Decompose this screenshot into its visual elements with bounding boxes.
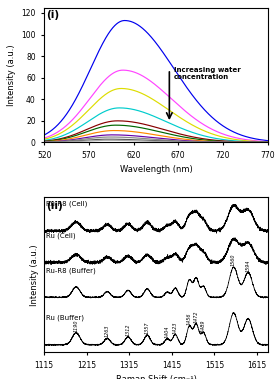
Text: Ru (Cell): Ru (Cell) xyxy=(46,232,76,239)
Text: (i): (i) xyxy=(46,10,60,20)
Text: 1263: 1263 xyxy=(105,325,110,337)
Text: Increasing water
concentration: Increasing water concentration xyxy=(174,67,241,80)
Text: Ru (Buffer): Ru (Buffer) xyxy=(46,315,84,321)
Text: 1404: 1404 xyxy=(165,326,170,338)
Text: 1489: 1489 xyxy=(201,319,206,332)
Text: 1357: 1357 xyxy=(145,322,150,334)
Y-axis label: Intensity (a.u.): Intensity (a.u.) xyxy=(7,44,16,106)
Text: 1472: 1472 xyxy=(194,311,199,323)
Text: (ii): (ii) xyxy=(46,200,63,211)
Text: Ru-R8 (Buffer): Ru-R8 (Buffer) xyxy=(46,267,96,274)
Text: 1594: 1594 xyxy=(246,259,251,272)
Text: Ru-R8 (Cell): Ru-R8 (Cell) xyxy=(46,200,88,207)
Text: 1456: 1456 xyxy=(187,313,192,326)
Text: 1560: 1560 xyxy=(231,254,236,266)
Y-axis label: Intensity (a.u.): Intensity (a.u.) xyxy=(30,244,39,306)
Text: 1190: 1190 xyxy=(74,319,79,332)
Text: 1312: 1312 xyxy=(126,323,131,336)
Text: 1423: 1423 xyxy=(173,321,178,334)
X-axis label: Raman Shift (cm⁻¹): Raman Shift (cm⁻¹) xyxy=(115,375,197,379)
X-axis label: Wavelength (nm): Wavelength (nm) xyxy=(120,165,192,174)
